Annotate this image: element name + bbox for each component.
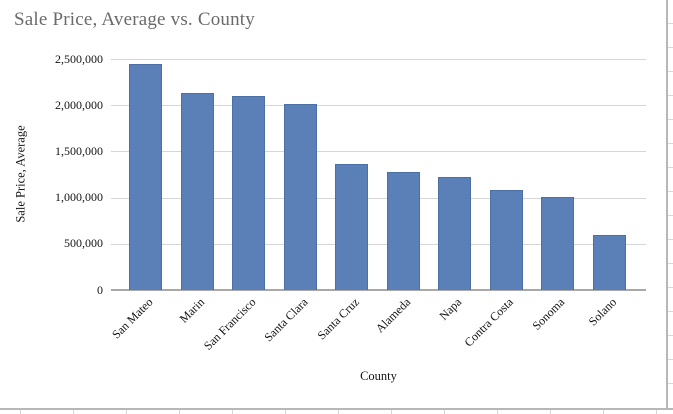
bar-solano[interactable] [593,235,626,290]
x-tick-label: San Francisco [200,295,259,353]
bar-santa-clara[interactable] [284,104,317,290]
x-tick-label: Napa [436,295,465,323]
chart-title: Sale Price, Average vs. County [14,9,255,30]
x-tick-label: Santa Clara [260,295,311,345]
bar-sonoma[interactable] [541,197,574,290]
x-tick-label: Sonoma [529,295,568,333]
bar-santa-cruz[interactable] [335,164,368,290]
y-tick-label: 0 [97,282,103,297]
bar-napa[interactable] [438,177,471,290]
bar-san-mateo[interactable] [129,64,162,290]
y-tick-label: 500,000 [64,236,103,251]
x-tick-label: Santa Cruz [314,295,362,343]
gridline [111,105,646,106]
x-axis-title: County [360,369,397,383]
gridline [111,198,646,199]
spreadsheet-column-border [666,0,668,409]
x-tick-label: San Mateo [109,295,156,342]
x-tick-label: Marin [176,295,208,326]
y-tick-label: 2,500,000 [55,51,103,66]
spreadsheet-row-border [0,408,673,410]
y-tick-label: 1,000,000 [55,190,103,205]
y-tick-label: 2,000,000 [55,97,103,112]
bar-san-francisco[interactable] [232,96,265,290]
gridline [111,244,646,245]
x-tick-label: Solano [585,295,620,329]
y-tick-label: 1,500,000 [55,143,103,158]
bar-contra-costa[interactable] [490,190,523,290]
x-axis-line [111,289,646,291]
gridline [111,151,646,152]
y-axis-title: Sale Price, Average [13,125,28,223]
x-tick-label: Contra Costa [461,295,517,350]
bar-alameda[interactable] [387,172,420,290]
plot-area [111,59,646,291]
spreadsheet-column-gridlines [0,410,664,414]
x-tick-label: Alameda [372,295,414,336]
gridline [111,59,646,60]
bar-marin[interactable] [181,93,214,290]
spreadsheet-row-gridlines [668,0,673,406]
